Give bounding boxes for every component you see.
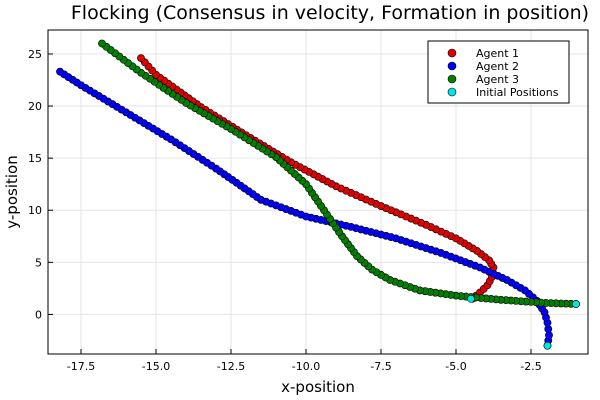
plot-frame (47, 29, 589, 355)
x-tick-label: -17.5 (67, 360, 95, 373)
legend-label: Agent 2 (476, 60, 519, 73)
y-tick-label: 15 (28, 152, 42, 165)
x-tick-label: -7.5 (370, 360, 391, 373)
legend-label: Initial Positions (476, 86, 559, 99)
y-tick-label: 20 (28, 100, 42, 113)
y-tick-label: 25 (28, 48, 42, 61)
initial-position-point (467, 294, 475, 303)
x-tick-label: -10.0 (292, 360, 320, 373)
x-axis-label: x-position (281, 378, 355, 396)
initial-positions (467, 294, 580, 350)
x-tick-label: -5.0 (445, 360, 466, 373)
data-point (56, 67, 64, 76)
y-tick-label: 0 (35, 308, 42, 321)
series-3 (98, 39, 580, 308)
axis-ticks: -17.5 -15.0 -12.5 -10.0 -7.5 -5.0 -2.5 0 5 10 15 20… (28, 48, 542, 373)
data-point (137, 54, 145, 63)
x-tick-label: -12.5 (217, 360, 245, 373)
data-markers (56, 39, 580, 350)
legend-marker (447, 74, 457, 84)
legend-marker (447, 61, 457, 71)
legend-label: Agent 3 (476, 73, 519, 86)
legend-marker (447, 48, 457, 58)
x-tick-label: -2.5 (520, 360, 541, 373)
y-axis-label: y-position (3, 155, 21, 228)
chart-title: Flocking (Consensus in velocity, Formati… (71, 2, 589, 24)
legend-label: Agent 1 (476, 47, 519, 60)
data-point (98, 39, 106, 48)
y-tick-label: 10 (28, 204, 42, 217)
y-tick-label: 5 (35, 256, 42, 269)
legend-marker (447, 87, 457, 97)
grid-lines (48, 30, 588, 354)
x-tick-label: -15.0 (142, 360, 170, 373)
initial-position-point (543, 341, 552, 350)
initial-position-point (572, 300, 580, 308)
